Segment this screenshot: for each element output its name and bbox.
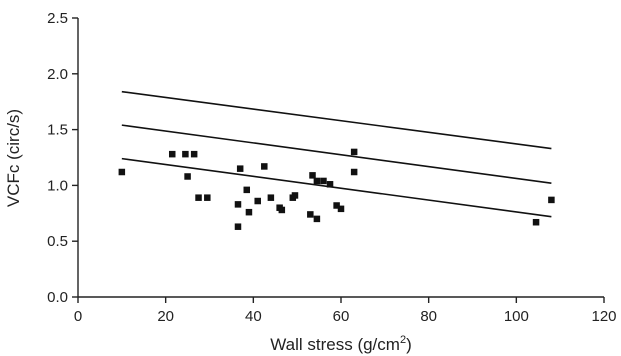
data-point xyxy=(243,186,251,194)
data-point xyxy=(261,163,268,170)
data-point xyxy=(313,177,321,185)
data-point xyxy=(326,181,334,188)
axes xyxy=(77,18,604,298)
reference-line-1 xyxy=(121,90,552,150)
data-point xyxy=(190,150,198,158)
data-point xyxy=(184,173,191,180)
y-tick-label: 1.5 xyxy=(47,122,68,139)
data-point xyxy=(254,197,261,205)
data-points xyxy=(118,148,555,230)
x-tick-label: 20 xyxy=(157,308,174,325)
reference-line-2 xyxy=(121,124,552,184)
data-point xyxy=(278,206,286,214)
x-tick-label: 40 xyxy=(245,308,262,325)
y-tick-label: 2.0 xyxy=(47,66,68,83)
y-ticks: 0.0 0.5 1.0 1.5 2.0 2.5 xyxy=(47,10,78,306)
y-tick-label: 0.5 xyxy=(47,233,68,250)
x-tick-label: 60 xyxy=(333,308,350,325)
data-point xyxy=(309,172,316,179)
data-point xyxy=(267,194,275,201)
y-tick-label: 1.0 xyxy=(47,177,68,194)
y-tick-label: 2.5 xyxy=(47,10,68,27)
data-point xyxy=(234,201,242,208)
x-axis-label: Wall stress (g/cm2) xyxy=(270,334,412,354)
data-point xyxy=(337,205,345,213)
data-point xyxy=(195,194,202,201)
data-point xyxy=(532,218,540,226)
x-ticks: 0 20 40 60 80 100 120 xyxy=(74,297,617,325)
data-point xyxy=(168,150,176,158)
data-point xyxy=(307,211,314,218)
y-tick-label: 0.0 xyxy=(47,289,68,306)
reference-lines xyxy=(121,90,552,218)
x-tick-label: 120 xyxy=(591,308,616,325)
data-point xyxy=(350,148,358,156)
data-point xyxy=(118,168,126,176)
data-point xyxy=(245,208,253,216)
data-point xyxy=(236,165,244,172)
reference-line-3 xyxy=(121,157,552,218)
data-point xyxy=(234,223,242,230)
data-point xyxy=(291,192,299,199)
x-tick-label: 80 xyxy=(420,308,437,325)
data-point xyxy=(548,196,555,204)
x-tick-label: 0 xyxy=(74,308,82,325)
data-point xyxy=(320,177,327,185)
x-tick-label: 100 xyxy=(504,308,529,325)
data-point xyxy=(313,215,321,223)
y-axis-label: VCFc (circ/s) xyxy=(4,109,23,207)
data-point xyxy=(204,194,211,201)
data-point xyxy=(182,150,189,158)
data-point xyxy=(333,202,340,209)
data-point xyxy=(350,168,358,176)
